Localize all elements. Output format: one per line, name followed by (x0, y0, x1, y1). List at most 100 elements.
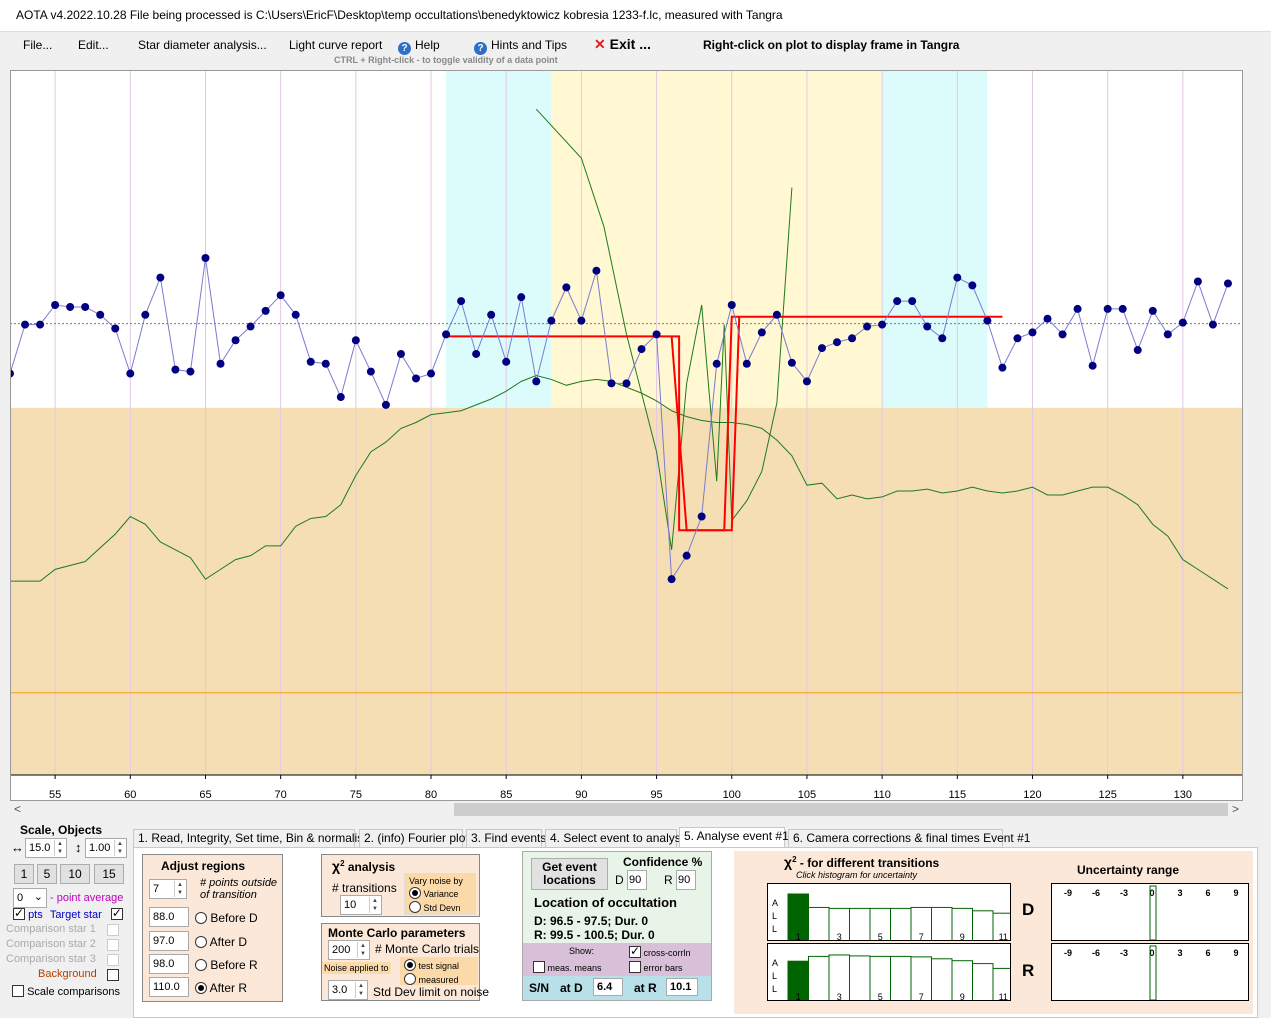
spin-arrows-icon[interactable]: ▲ ▼ (357, 942, 368, 958)
menu-exit[interactable]: ✕ Exit ... (594, 36, 651, 53)
horizontal-scale-spinner[interactable]: 15.0 ▲ ▼ (25, 838, 67, 858)
data-point (306, 357, 315, 366)
tab-analyse-event[interactable]: 5. Analyse event #1 (679, 827, 789, 847)
cross-corrln-checkbox[interactable] (629, 944, 641, 958)
points-outside-spinner[interactable]: 7 ▲ ▼ (149, 879, 187, 899)
spin-arrows-icon[interactable]: ▲ ▼ (355, 982, 366, 998)
scale-button-10[interactable]: 10 (60, 864, 90, 884)
background-checkbox[interactable] (107, 969, 119, 981)
before-r-option[interactable]: Before R (195, 958, 258, 972)
after-r-radio[interactable] (195, 982, 207, 994)
after-d-option[interactable]: After D (195, 935, 247, 949)
variance-radio[interactable] (409, 887, 421, 899)
std-dev-limit-spinner[interactable]: 3.0 ▲ ▼ (328, 980, 368, 1000)
histogram-bar (992, 967, 1010, 1000)
spin-arrows-icon[interactable]: ▲ ▼ (369, 897, 380, 913)
before-d-field[interactable]: 88.0 (149, 907, 189, 927)
spin-arrows-icon[interactable]: ▲ ▼ (54, 840, 65, 856)
before-d-radio[interactable] (195, 912, 207, 924)
tab-read-integrity[interactable]: 1. Read, Integrity, Set time, Bin & norm… (133, 829, 370, 847)
meas-means-checkbox[interactable] (533, 961, 545, 973)
comparison-star-1-checkbox[interactable] (107, 924, 119, 936)
histogram-x-label: 9 (960, 932, 965, 941)
tab-fourier-plot[interactable]: 2. (info) Fourier plot (359, 829, 469, 847)
after-d-field[interactable]: 97.0 (149, 931, 189, 951)
model-line-edge (670, 316, 741, 532)
before-r-radio[interactable] (195, 959, 207, 971)
data-point (532, 377, 541, 386)
meas-means-option[interactable]: meas. means (533, 961, 602, 973)
menu-edit[interactable]: Edit... (78, 38, 109, 52)
measured-radio[interactable] (404, 973, 416, 985)
scroll-right-icon[interactable]: > (1231, 802, 1239, 816)
point-average-select[interactable]: 0 ⌄ (13, 888, 47, 908)
left-panel: Scale, Objects ↔ 15.0 ▲ ▼ ↕ 1.00 ▲ ▼ 1 5 10 … (0, 820, 130, 1018)
histogram-bar (972, 910, 994, 940)
tab-find-events[interactable]: 3. Find events (466, 829, 546, 847)
tab-select-event[interactable]: 4. Select event to analyse (545, 829, 687, 847)
chevron-down-icon: ⌄ (33, 891, 43, 903)
data-point (863, 322, 872, 331)
v-scale-value: 1.00 (89, 842, 111, 854)
error-bars-checkbox[interactable] (629, 961, 641, 973)
tab-camera-corrections[interactable]: 6. Camera corrections & final times Even… (788, 829, 1030, 847)
transitions-spinner[interactable]: 10 ▲ ▼ (340, 895, 382, 915)
uncertainty-marker (1149, 885, 1157, 940)
data-point (36, 320, 45, 329)
x-tick-label: 85 (500, 789, 512, 801)
hints-icon: ? (474, 42, 487, 55)
scale-button-1[interactable]: 1 (14, 864, 34, 884)
comparison-star-2-checkbox[interactable] (107, 939, 119, 951)
scale-button-15[interactable]: 15 (94, 864, 124, 884)
spin-arrows-icon[interactable]: ▲ ▼ (114, 840, 125, 856)
plot-border (10, 70, 1243, 801)
error-bars-option[interactable]: error bars (629, 961, 683, 973)
std-devn-radio[interactable] (409, 901, 421, 913)
scale-comparisons-checkbox[interactable] (12, 985, 24, 997)
pts-checkbox[interactable] (13, 906, 25, 920)
test-signal-radio[interactable] (404, 959, 416, 971)
scroll-left-icon[interactable]: < (14, 802, 22, 816)
before-d-option[interactable]: Before D (195, 911, 258, 925)
test-signal-option[interactable]: test signal (404, 959, 459, 971)
spin-arrows-icon[interactable]: ▲ ▼ (174, 881, 185, 897)
chi2-title-label: analysis (347, 860, 396, 874)
confidence-d-spinner[interactable]: 90 (627, 870, 647, 890)
measured-option[interactable]: measured (404, 973, 459, 985)
after-d-radio[interactable] (195, 936, 207, 948)
plot-scrollbar[interactable]: < > (10, 801, 1243, 818)
histogram-bar (972, 963, 994, 1000)
vertical-scale-spinner[interactable]: 1.00 ▲ ▼ (85, 838, 127, 858)
x-tick-label: 65 (199, 789, 211, 801)
confidence-r-spinner[interactable]: 90 (676, 870, 696, 890)
menu-star-diameter[interactable]: Star diameter analysis... (138, 38, 267, 52)
menu-hints[interactable]: ? Hints and Tips (474, 38, 567, 55)
data-point (802, 377, 811, 386)
variance-option[interactable]: Variance (409, 887, 458, 899)
menu-file[interactable]: File... (23, 38, 53, 52)
target-star-label: Target star (49, 909, 102, 921)
histogram-x-label: 3 (837, 992, 842, 1001)
after-r-field[interactable]: 110.0 (149, 977, 189, 997)
data-point (742, 359, 751, 368)
light-curve-plot[interactable]: 55 60 65 70 75 80 85 90 95 100 105 110 115 120 125 130 (10, 70, 1243, 801)
monte-carlo-trials-spinner[interactable]: 200 ▲ ▼ (328, 940, 370, 960)
target-star-checkbox[interactable] (110, 906, 123, 920)
after-r-option[interactable]: After R (195, 981, 247, 995)
scroll-thumb[interactable] (454, 803, 1228, 816)
sn-at-d-label: at D (560, 981, 583, 995)
scale-button-5[interactable]: 5 (37, 864, 57, 884)
get-event-locations-button[interactable]: Get event locations (531, 858, 608, 890)
chi2-hist-title-label: - for different transitions (799, 856, 940, 870)
menu-light-curve-report[interactable]: Light curve report (289, 38, 383, 52)
histogram-bar (890, 907, 912, 940)
comparison-star-3-checkbox[interactable] (107, 954, 119, 966)
cross-corrln-option[interactable]: cross-corrln (629, 944, 691, 958)
histogram-d-label: D (1022, 900, 1035, 919)
menu-help[interactable]: ? Help (398, 38, 440, 55)
before-r-field[interactable]: 98.0 (149, 954, 189, 974)
std-devn-option[interactable]: Std Devn (409, 901, 461, 913)
uncertainty-tick: -3 (1120, 948, 1128, 958)
